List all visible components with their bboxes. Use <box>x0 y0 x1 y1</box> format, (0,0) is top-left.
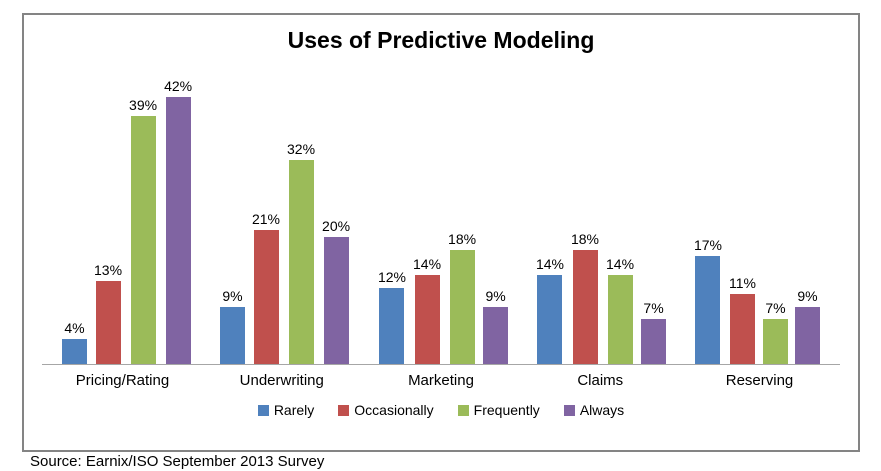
bar-rarely-pricing-rating <box>62 339 87 364</box>
bar-column-always-marketing: 9% <box>483 288 509 364</box>
legend-swatch-icon <box>563 404 575 416</box>
legend-item-frequently: Frequently <box>457 402 540 418</box>
bar-value-label: 18% <box>570 231 600 247</box>
bar-group-reserving: 17% 11% 7% 9% <box>694 237 820 364</box>
bar-rarely-underwriting <box>219 307 245 364</box>
bar-occasionally-underwriting <box>253 230 279 364</box>
bar-column-frequently-claims: 14% <box>606 256 634 364</box>
legend-swatch-icon <box>257 404 269 416</box>
bar-frequently-marketing <box>449 250 475 364</box>
bar-column-rarely-reserving: 17% <box>694 237 722 364</box>
bar-column-rarely-pricing-rating: 4% <box>62 320 87 364</box>
chart-frame: Uses of Predictive Modeling 4% 13% 39% 42% 9… <box>22 13 860 452</box>
bar-value-label: 42% <box>164 78 193 94</box>
bar-group-underwriting: 9% 21% 32% 20% <box>219 141 350 364</box>
bar-column-rarely-claims: 14% <box>536 256 564 364</box>
legend-swatch-icon <box>457 404 469 416</box>
bar-occasionally-claims <box>572 250 598 364</box>
bar-value-label: 7% <box>765 300 786 316</box>
plot-area: 4% 13% 39% 42% 9% 21% 32% 20% 12% 14% 18% 9% 14% 18% 1… <box>42 76 840 365</box>
bar-column-always-pricing-rating: 42% <box>164 78 192 364</box>
bar-value-label: 17% <box>693 237 722 253</box>
bar-column-rarely-underwriting: 9% <box>219 288 245 364</box>
legend-label: Occasionally <box>354 402 434 418</box>
bar-frequently-pricing-rating <box>130 116 156 364</box>
bar-always-reserving <box>794 307 820 364</box>
bar-column-rarely-marketing: 12% <box>378 269 406 364</box>
bar-value-label: 12% <box>377 269 406 285</box>
bar-rarely-reserving <box>695 256 721 364</box>
bar-column-always-underwriting: 20% <box>322 218 350 364</box>
bar-occasionally-pricing-rating <box>95 281 121 364</box>
legend-label: Always <box>579 402 625 418</box>
legend-label: Rarely <box>273 402 315 418</box>
bar-column-occasionally-claims: 18% <box>571 231 599 364</box>
legend-item-always: Always <box>563 402 625 418</box>
category-label-pricing-rating: Pricing/Rating <box>75 372 170 389</box>
bar-frequently-claims <box>607 275 633 364</box>
bar-always-claims <box>641 319 667 364</box>
bar-value-label: 9% <box>485 288 506 304</box>
category-label-underwriting: Underwriting <box>239 372 324 389</box>
category-label-claims: Claims <box>577 372 624 389</box>
bar-occasionally-reserving <box>729 294 755 364</box>
bar-value-label: 4% <box>64 320 85 336</box>
bar-value-label: 32% <box>287 141 316 157</box>
bar-value-label: 9% <box>222 288 243 304</box>
category-label-marketing: Marketing <box>408 372 474 389</box>
category-axis: Pricing/Rating Underwriting Marketing Claim… <box>42 365 840 389</box>
bar-value-label: 14% <box>535 256 564 272</box>
bar-always-underwriting <box>323 237 349 364</box>
bar-column-occasionally-underwriting: 21% <box>252 211 280 364</box>
bar-group-marketing: 12% 14% 18% 9% <box>378 231 509 364</box>
bar-column-frequently-pricing-rating: 39% <box>129 97 157 364</box>
bar-value-label: 7% <box>643 300 664 316</box>
bar-frequently-underwriting <box>288 160 314 364</box>
bar-value-label: 14% <box>606 256 635 272</box>
bar-column-frequently-marketing: 18% <box>448 231 476 364</box>
bar-value-label: 9% <box>797 288 818 304</box>
bar-occasionally-marketing <box>414 275 440 364</box>
bar-always-marketing <box>483 307 509 364</box>
legend: Rarely Occasionally Frequently Always <box>24 402 858 418</box>
bar-rarely-claims <box>537 275 563 364</box>
bar-rarely-marketing <box>379 288 405 364</box>
legend-item-occasionally: Occasionally <box>338 402 434 418</box>
bar-group-claims: 14% 18% 14% 7% <box>536 231 667 364</box>
bar-value-label: 14% <box>413 256 442 272</box>
bar-column-always-reserving: 9% <box>794 288 820 364</box>
chart-title: Uses of Predictive Modeling <box>287 27 595 53</box>
bar-column-occasionally-pricing-rating: 13% <box>94 262 122 364</box>
bar-column-always-claims: 7% <box>641 300 667 364</box>
bar-column-frequently-reserving: 7% <box>762 300 788 364</box>
bar-group-pricing-rating: 4% 13% 39% 42% <box>62 78 192 364</box>
bar-value-label: 11% <box>728 275 756 291</box>
category-label-reserving: Reserving <box>725 372 794 389</box>
legend-item-rarely: Rarely <box>257 402 315 418</box>
bar-column-occasionally-marketing: 14% <box>413 256 441 364</box>
bar-value-label: 13% <box>94 262 123 278</box>
bar-value-label: 39% <box>129 97 158 113</box>
bar-value-label: 18% <box>448 231 477 247</box>
bar-frequently-reserving <box>762 319 788 364</box>
legend-swatch-icon <box>338 404 350 416</box>
bar-always-pricing-rating <box>165 97 191 364</box>
legend-label: Frequently <box>473 402 540 418</box>
bar-value-label: 20% <box>322 218 351 234</box>
bar-column-frequently-underwriting: 32% <box>287 141 315 364</box>
bar-value-label: 21% <box>251 211 281 227</box>
source-note: Source: Earnix/ISO September 2013 Survey <box>30 453 325 470</box>
bar-column-occasionally-reserving: 11% <box>729 275 756 364</box>
